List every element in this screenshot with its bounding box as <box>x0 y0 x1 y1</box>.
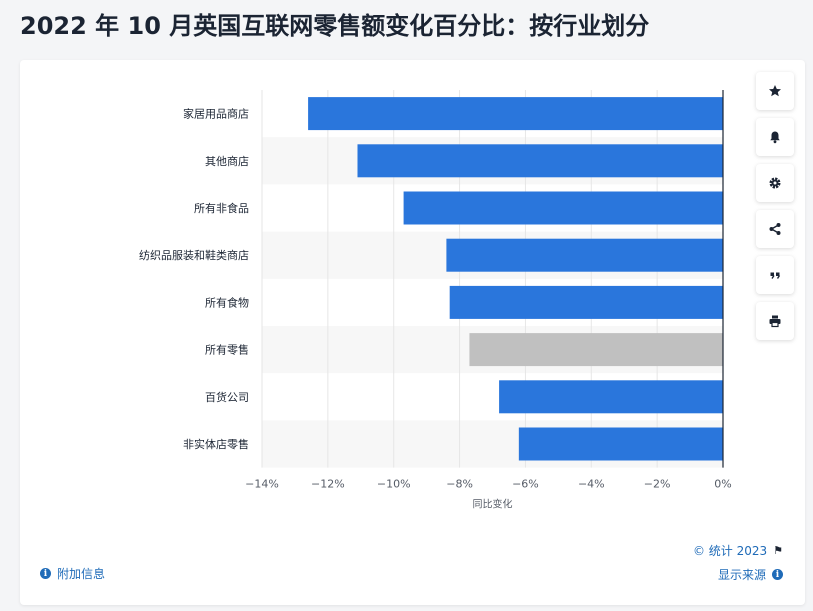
bar-7 <box>499 380 723 414</box>
bar-4 <box>446 238 723 272</box>
share-icon <box>769 223 781 235</box>
chart-card: 家居用品商店其他商店所有非食品纺织品服装和鞋类商店所有食物所有零售百货公司非实体… <box>20 60 805 605</box>
show-source-link[interactable]: 显示来源 i <box>718 566 783 583</box>
category-label: 所有非食品 <box>194 201 249 215</box>
x-tick-label: −4% <box>578 478 605 491</box>
bar-2 <box>357 144 723 178</box>
chart-toolbar <box>756 72 794 348</box>
notification-button[interactable] <box>756 118 794 156</box>
settings-button[interactable] <box>756 164 794 202</box>
category-label: 非实体店零售 <box>183 437 249 451</box>
category-label: 百货公司 <box>205 390 249 404</box>
category-label: 所有零售 <box>205 343 249 357</box>
bell-icon <box>770 131 780 144</box>
copyright-label: © 统计 2023 <box>692 544 768 558</box>
flag-icon: ⚑ <box>773 544 783 557</box>
show-source-label: 显示来源 <box>717 568 766 582</box>
bar-8 <box>518 427 723 461</box>
share-button[interactable] <box>756 210 794 248</box>
category-label: 纺织品服装和鞋类商店 <box>139 248 249 262</box>
x-tick-label: 0% <box>714 478 731 491</box>
bar-1 <box>308 97 723 131</box>
info-icon: i <box>40 568 51 579</box>
bar-3 <box>403 191 723 225</box>
bar-6 <box>469 333 723 367</box>
print-button[interactable] <box>756 302 794 340</box>
bar-5 <box>449 285 723 319</box>
print-icon <box>769 315 781 328</box>
x-axis-title: 同比变化 <box>473 498 513 511</box>
info-icon: i <box>772 569 783 580</box>
quote-icon <box>770 272 781 279</box>
x-tick-label: −2% <box>644 478 671 491</box>
cite-button[interactable] <box>756 256 794 294</box>
page-title: 2022 年 10 月英国互联网零售额变化百分比：按行业划分 <box>20 12 650 40</box>
favorite-button[interactable] <box>756 72 794 110</box>
category-label: 所有食物 <box>205 295 249 309</box>
category-label: 家居用品商店 <box>183 107 249 121</box>
x-tick-label: −14% <box>245 478 279 491</box>
x-tick-label: −12% <box>311 478 345 491</box>
bar-chart: 家居用品商店其他商店所有非食品纺织品服装和鞋类商店所有食物所有零售百货公司非实体… <box>139 90 732 511</box>
copyright-link[interactable]: © 统计 2023 ⚑ <box>693 542 783 559</box>
category-label: 其他商店 <box>205 154 249 168</box>
x-tick-label: −10% <box>377 478 411 491</box>
x-tick-label: −8% <box>446 478 473 491</box>
additional-info-label: 附加信息 <box>57 567 106 581</box>
star-icon <box>769 85 781 97</box>
x-tick-label: −6% <box>512 478 539 491</box>
additional-info-link[interactable]: i 附加信息 <box>40 565 105 582</box>
gear-icon <box>769 177 781 189</box>
